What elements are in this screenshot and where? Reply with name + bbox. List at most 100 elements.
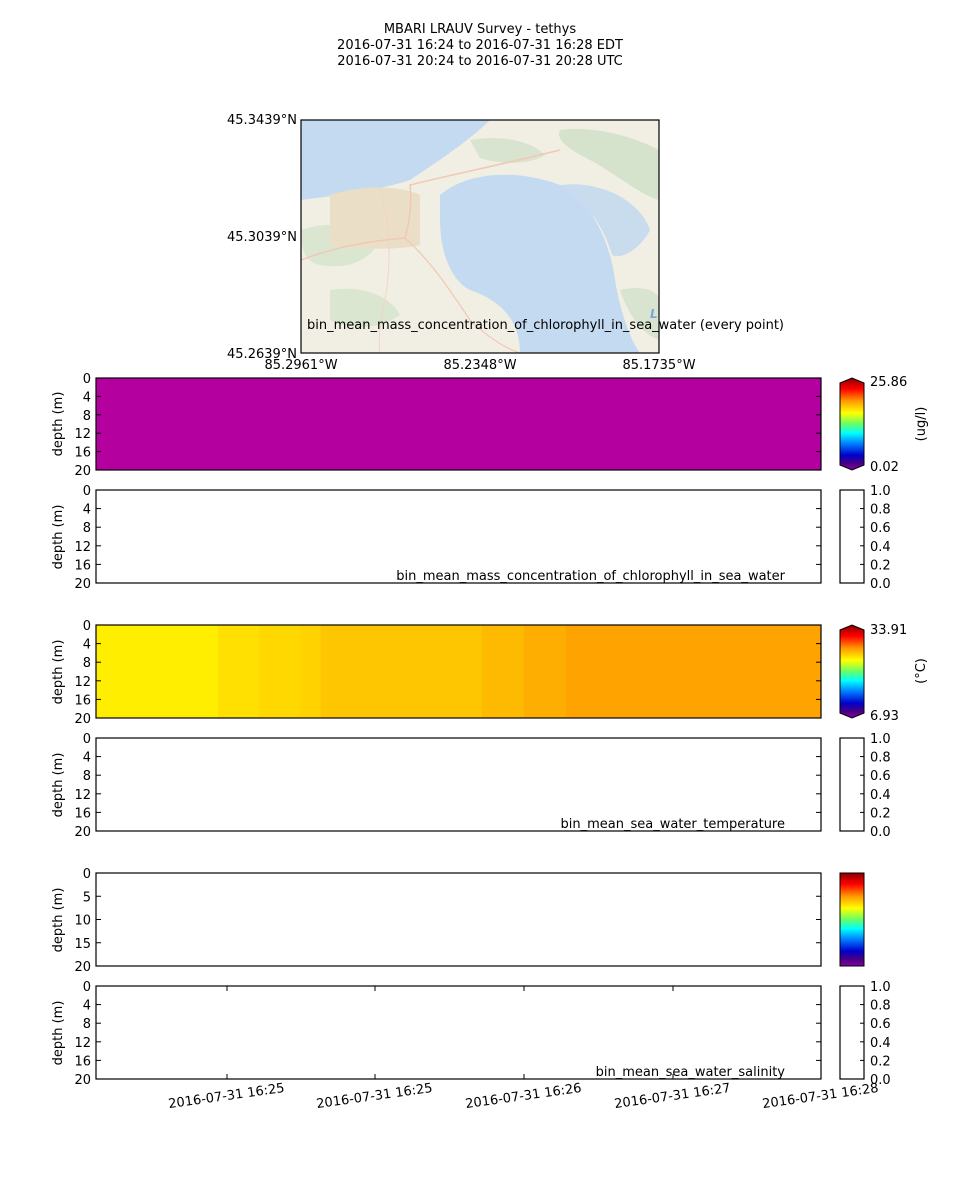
map-road-1 [301, 149, 561, 261]
panel-temperature-profile: 0 4 8 12 16 20 depth (m) bin_mean_sea_water_t… [51, 732, 891, 840]
y-tick-label: 8 [83, 409, 91, 424]
cbar-max-label: 25.86 [870, 375, 907, 390]
cbar-tick-label: 0.4 [870, 540, 891, 555]
y-axis-label: depth (m) [51, 392, 66, 457]
panel-chlorophyll-profile: 0 4 8 12 16 20 depth (m) bin_mean_mass_concen… [51, 484, 891, 592]
y-tick-label: 0 [83, 867, 91, 882]
y-axis-label: depth (m) [51, 753, 66, 818]
cbar-tick-label: 0.2 [870, 1054, 891, 1069]
cbar-tick-label: 0.4 [870, 1036, 891, 1051]
panel-salinity-section: 0 5 10 15 20 depth (m) [51, 867, 865, 975]
cbar-tick-label: 0.6 [870, 769, 891, 784]
panel-caption: bin_mean_sea_water_salinity [596, 1065, 786, 1080]
y-tick-label: 10 [74, 914, 91, 929]
cbar-min-label: 0.02 [870, 460, 899, 475]
cbar-tick-label: 0.4 [870, 788, 891, 803]
map-lon-label: 85.2348°W [443, 358, 516, 373]
y-tick-label: 4 [83, 390, 91, 405]
map-forest-5 [620, 288, 659, 340]
y-tick-label: 20 [74, 960, 91, 975]
temp-section-cell [96, 625, 219, 718]
map-lon-label: 85.1735°W [622, 358, 695, 373]
x-tick-label: 2016-07-31 16:26 [464, 1081, 582, 1112]
y-tick-label: 0 [83, 619, 91, 634]
cbar-tick-label: 0.0 [870, 1073, 891, 1088]
title-line-2: 2016-07-31 16:24 to 2016-07-31 16:28 EDT [337, 38, 623, 53]
x-tick-label: 2016-07-31 16:25 [167, 1081, 285, 1112]
y-tick-label: 20 [74, 712, 91, 727]
panel-caption: bin_mean_sea_water_temperature [561, 817, 785, 832]
cbar-max-label: 33.91 [870, 623, 907, 638]
y-tick-label: 4 [83, 999, 91, 1014]
map-label-fragment: L [650, 307, 658, 321]
y-tick-label: 12 [74, 675, 91, 690]
y-axis-label: depth (m) [51, 505, 66, 570]
y-tick-label: 0 [83, 372, 91, 387]
panel-caption: bin_mean_mass_concentration_of_chlorophy… [396, 569, 785, 584]
cbar-unit-label: (°C) [914, 658, 929, 684]
map-lat-label: 45.3039°N [227, 230, 297, 245]
y-tick-label: 5 [83, 890, 91, 905]
y-tick-label: 0 [83, 732, 91, 747]
y-tick-label: 4 [83, 751, 91, 766]
map-panel: L 45.3439°N 45.3039°N 45.2639°N 85.2961°… [227, 113, 784, 373]
y-tick-label: 12 [74, 427, 91, 442]
chl-colorbar [839, 377, 865, 471]
cbar-tick-label: 0.0 [870, 577, 891, 592]
y-tick-label: 16 [74, 1054, 91, 1069]
map-water-bay [560, 184, 650, 257]
map-lat-label: 45.3439°N [227, 113, 297, 128]
y-tick-label: 12 [74, 788, 91, 803]
y-tick-label: 8 [83, 769, 91, 784]
panel-salinity-profile: 0 4 8 12 16 20 depth (m) bin_mean_sea_water_s… [51, 980, 891, 1112]
y-tick-label: 12 [74, 1036, 91, 1051]
cbar-tick-label: 0.2 [870, 806, 891, 821]
map-town-area [330, 187, 420, 249]
y-tick-label: 20 [74, 1073, 91, 1088]
map-caption: bin_mean_mass_concentration_of_chlorophy… [307, 318, 784, 333]
temp-section-cell [300, 625, 322, 718]
map-lon-label: 85.2961°W [264, 358, 337, 373]
map-road-2 [404, 237, 521, 353]
salinity-colorbar [839, 872, 865, 967]
cbar-tick-label: 1.0 [870, 732, 891, 747]
cbar-tick-label: 0.6 [870, 1017, 891, 1032]
y-axis-label: depth (m) [51, 888, 66, 953]
cbar-tick-label: 0.6 [870, 521, 891, 536]
y-tick-label: 8 [83, 521, 91, 536]
y-tick-label: 0 [83, 980, 91, 995]
cbar-tick-label: 1.0 [870, 980, 891, 995]
temp-section-cell [259, 625, 301, 718]
panel-chlorophyll-section: 0 4 8 12 16 20 depth (m) 25.86 0.02 (ug/l) [51, 372, 929, 479]
map-lat-label: 45.2639°N [227, 347, 297, 362]
title-line-3: 2016-07-31 20:24 to 2016-07-31 20:28 UTC [337, 54, 623, 69]
map-water-main [440, 174, 640, 353]
y-tick-label: 20 [74, 825, 91, 840]
y-tick-label: 16 [74, 806, 91, 821]
temp-colorbar [839, 624, 865, 719]
temp-section-cell [217, 625, 260, 718]
cbar-tick-label: 1.0 [870, 484, 891, 499]
temp-section-cell [481, 625, 525, 718]
temp-section-cell [320, 625, 483, 718]
y-axis-label: depth (m) [51, 640, 66, 705]
y-tick-label: 15 [74, 937, 91, 952]
x-tick-label: 2016-07-31 16:25 [315, 1081, 433, 1112]
map-water-nw [301, 120, 490, 200]
y-tick-label: 20 [74, 577, 91, 592]
y-tick-label: 4 [83, 638, 91, 653]
cbar-unit-label: (ug/l) [914, 407, 929, 442]
y-tick-label: 8 [83, 1017, 91, 1032]
y-tick-label: 0 [83, 484, 91, 499]
y-axis-label: depth (m) [51, 1001, 66, 1066]
cbar-tick-label: 0.0 [870, 825, 891, 840]
map-forest-1 [559, 129, 659, 200]
y-tick-label: 16 [74, 558, 91, 573]
panel-temperature-section: 0 4 8 12 16 20 depth (m) 33.91 6.93 (°C) [51, 619, 929, 727]
y-tick-label: 12 [74, 540, 91, 555]
y-tick-label: 4 [83, 503, 91, 518]
map-forest-4 [330, 288, 400, 327]
cbar-min-label: 6.93 [870, 709, 899, 724]
y-tick-label: 16 [74, 693, 91, 708]
